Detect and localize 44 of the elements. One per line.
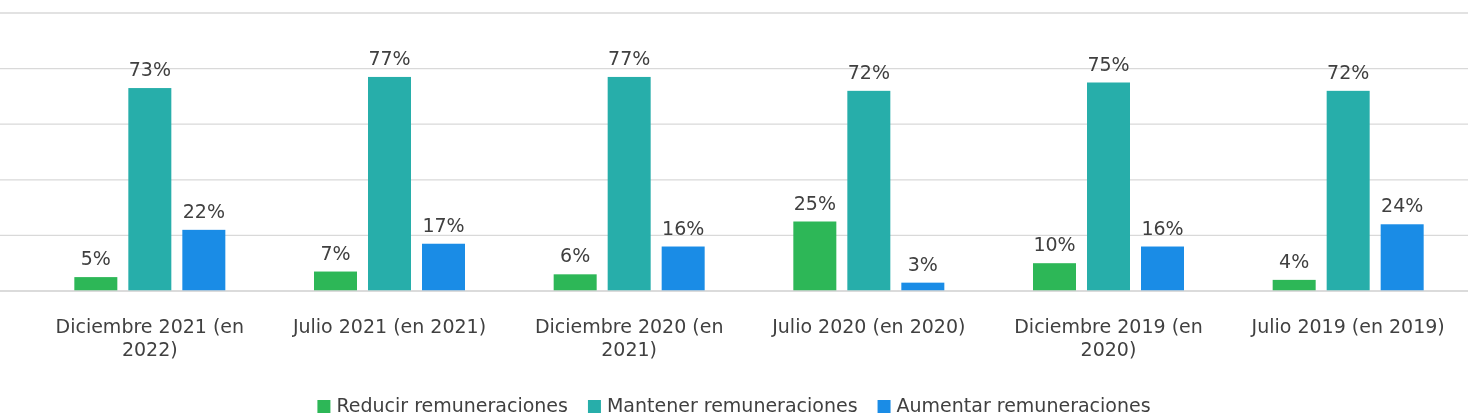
data-label: 72% [847,60,890,83]
x-tick-label: Julio 2020 (en 2020) [771,315,966,337]
bar [1087,82,1130,291]
data-label: 17% [422,213,465,236]
data-label: 3% [907,252,938,275]
data-label: 22% [182,199,225,222]
bar [1272,279,1316,291]
x-tick-label: Diciembre 2019 (en 2020) [1014,315,1203,360]
data-label: 73% [128,58,171,81]
bar [607,76,651,291]
bar [847,90,891,291]
legend-label: Reducir remuneraciones [336,394,568,415]
bar [182,229,226,291]
x-tick-label: Julio 2021 (en 2021) [291,315,487,337]
bar [1033,263,1076,291]
data-label: 16% [662,216,705,239]
bar [1326,90,1370,291]
x-tick-label: Julio 2019 (en 2019) [1250,315,1445,337]
bar [128,88,172,291]
data-label: 4% [1279,249,1310,272]
data-label: 77% [608,46,651,69]
data-label: 7% [320,241,351,264]
bar [793,221,837,291]
data-label: 16% [1141,216,1184,239]
data-label: 25% [793,191,836,214]
x-tick-label: Diciembre 2021 (en 2022) [55,315,245,360]
bar [1380,224,1424,291]
data-label: 24% [1381,194,1424,217]
bar [1141,246,1184,291]
data-label: 5% [80,247,111,270]
bar [661,246,705,291]
data-label: 77% [368,46,411,69]
bar [368,76,411,291]
x-tick-label: Diciembre 2020 (en 2021) [534,315,724,360]
data-label: 72% [1327,60,1370,83]
bar [553,274,597,291]
bar [314,271,357,291]
data-label: 75% [1087,52,1130,75]
bar [74,277,118,291]
legend-label: Mantener remuneraciones [606,394,858,415]
data-label: 10% [1033,233,1076,256]
data-label: 6% [560,244,591,267]
legend-label: Aumentar remuneraciones [896,394,1151,415]
bar [422,243,465,291]
